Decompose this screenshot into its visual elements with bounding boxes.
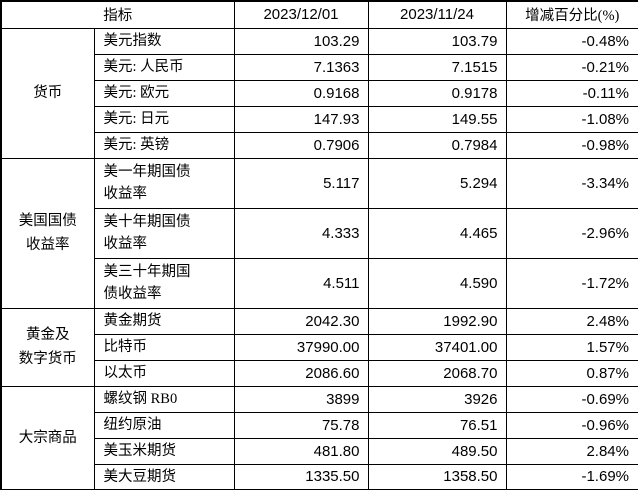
value-cell: 75.78 — [233, 411, 369, 439]
indicator-cell: 纽约原油 — [93, 411, 235, 439]
pct-cell: -1.72% — [505, 257, 638, 309]
indicator-cell: 美玉米期货 — [93, 437, 235, 465]
pct-cell: -0.69% — [505, 385, 638, 413]
value-cell: 4.465 — [367, 207, 507, 259]
pct-cell: 1.57% — [505, 333, 638, 361]
pct-cell: 2.84% — [505, 437, 638, 465]
table-row: 美十年期国债 收益率 4.333 4.465 -2.96% — [1, 207, 638, 259]
value-cell: 147.93 — [233, 105, 369, 133]
value-cell: 5.294 — [367, 157, 507, 209]
table-row: 美玉米期货 481.80 489.50 2.84% — [1, 437, 638, 465]
table-row: 纽约原油 75.78 76.51 -0.96% — [1, 411, 638, 439]
value-cell: 2042.30 — [233, 307, 369, 335]
pct-cell: -0.48% — [505, 27, 638, 55]
indicator-cell: 美一年期国债 收益率 — [93, 157, 235, 209]
value-cell: 1992.90 — [367, 307, 507, 335]
indicator-cell: 美元: 英镑 — [93, 131, 235, 159]
value-cell: 103.29 — [233, 27, 369, 55]
indicator-cell: 美元: 人民币 — [93, 53, 235, 81]
pct-cell: 2.48% — [505, 307, 638, 335]
value-cell: 489.50 — [367, 437, 507, 465]
value-cell: 2068.70 — [367, 359, 507, 387]
table-row: 美元: 日元 147.93 149.55 -1.08% — [1, 105, 638, 133]
header-date-1: 2023/12/01 — [233, 0, 369, 29]
indicator-cell: 美元指数 — [93, 27, 235, 55]
table-row: 美国国债 收益率 美一年期国债 收益率 5.117 5.294 -3.34% — [0, 157, 638, 309]
value-cell: 37401.00 — [367, 333, 507, 361]
value-cell: 5.117 — [233, 157, 369, 209]
pct-cell: -0.11% — [505, 79, 638, 107]
table-row: 美元: 人民币 7.1363 7.1515 -0.21% — [1, 53, 638, 81]
pct-cell: 0.87% — [505, 359, 638, 387]
pct-cell: -3.34% — [505, 157, 638, 209]
pct-cell: -2.96% — [505, 207, 638, 259]
group-cell-currency: 货币 — [0, 27, 95, 159]
group-cell-gold-crypto: 黄金及 数字货币 — [0, 307, 95, 387]
value-cell: 7.1515 — [367, 53, 507, 81]
value-cell: 4.590 — [367, 257, 507, 309]
header-date-2: 2023/11/24 — [367, 0, 507, 29]
group-cell-commodities: 大宗商品 — [0, 385, 95, 490]
indicator-cell: 以太币 — [93, 359, 235, 387]
header-indicator: 指标 — [0, 0, 235, 29]
indicator-cell: 黄金期货 — [93, 307, 235, 335]
pct-cell: -0.98% — [505, 131, 638, 159]
value-cell: 76.51 — [367, 411, 507, 439]
value-cell: 7.1363 — [233, 53, 369, 81]
indicator-cell: 美十年期国债 收益率 — [93, 207, 235, 259]
pct-cell: -0.21% — [505, 53, 638, 81]
group-cell-us-treasury-yield: 美国国债 收益率 — [0, 157, 95, 309]
header-pct-change: 增减百分比(%) — [505, 0, 638, 29]
table-row: 美三十年期国 债收益率 4.511 4.590 -1.72% — [1, 257, 638, 309]
table-row: 黄金及 数字货币 黄金期货 2042.30 1992.90 2.48% — [0, 307, 638, 387]
value-cell: 3926 — [367, 385, 507, 413]
value-cell: 4.511 — [233, 257, 369, 309]
indicator-cell: 美三十年期国 债收益率 — [93, 257, 235, 309]
value-cell: 37990.00 — [233, 333, 369, 361]
indicator-cell: 美元: 日元 — [93, 105, 235, 133]
pct-cell: -1.08% — [505, 105, 638, 133]
value-cell: 0.9178 — [367, 79, 507, 107]
value-cell: 2086.60 — [233, 359, 369, 387]
value-cell: 103.79 — [367, 27, 507, 55]
value-cell: 4.333 — [233, 207, 369, 259]
table-row: 美元: 英镑 0.7906 0.7984 -0.98% — [1, 131, 638, 159]
table-row: 以太币 2086.60 2068.70 0.87% — [1, 359, 638, 387]
table-row: 美大豆期货 1335.50 1358.50 -1.69% — [1, 463, 638, 490]
value-cell: 149.55 — [367, 105, 507, 133]
table-row: 美元: 欧元 0.9168 0.9178 -0.11% — [1, 79, 638, 107]
value-cell: 0.7906 — [233, 131, 369, 159]
indicator-cell: 螺纹钢 RB0 — [93, 385, 235, 413]
value-cell: 0.9168 — [233, 79, 369, 107]
value-cell: 1358.50 — [367, 463, 507, 490]
indicator-cell: 美大豆期货 — [93, 463, 235, 490]
value-cell: 0.7984 — [367, 131, 507, 159]
table-row: 货币 美元指数 103.29 103.79 -0.48% — [0, 27, 638, 159]
pct-cell: -0.96% — [505, 411, 638, 439]
value-cell: 1335.50 — [233, 463, 369, 490]
indicator-cell: 美元: 欧元 — [93, 79, 235, 107]
pct-cell: -1.69% — [505, 463, 638, 490]
table-row: 大宗商品 螺纹钢 RB0 3899 3926 -0.69% — [0, 385, 638, 490]
indicator-cell: 比特币 — [93, 333, 235, 361]
value-cell: 3899 — [233, 385, 369, 413]
table-row: 比特币 37990.00 37401.00 1.57% — [1, 333, 638, 361]
header-row: 指标 2023/12/01 2023/11/24 增减百分比(%) — [0, 0, 638, 29]
value-cell: 481.80 — [233, 437, 369, 465]
